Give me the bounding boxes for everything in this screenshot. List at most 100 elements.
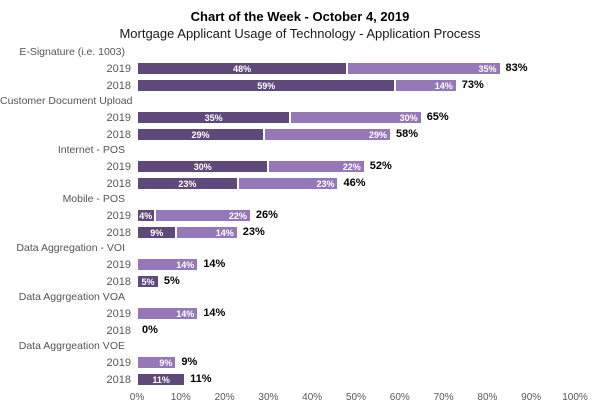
- bar-row: 2019 4% 22% 26%: [0, 207, 600, 224]
- segment-value-label: 35%: [204, 112, 223, 123]
- bar-row: 2019 9% 9%: [0, 354, 600, 371]
- segment-value-label: 14%: [176, 259, 195, 270]
- x-tick-label: 60%: [389, 392, 410, 403]
- segment-value-label: 5%: [141, 276, 155, 287]
- total-label: 65%: [426, 111, 449, 123]
- segment-value-label: 35%: [478, 63, 497, 74]
- year-label: 2019: [106, 160, 131, 173]
- x-tick-label: 0%: [129, 392, 145, 403]
- total-label: 5%: [163, 275, 180, 287]
- category-group: E-Signature (i.e. 1003) 2019 48% 35% 83% 2018…: [0, 45, 600, 94]
- total-label: 14%: [203, 307, 226, 319]
- bar-row: 2018 0%: [0, 322, 600, 339]
- year-label: 2018: [106, 226, 131, 239]
- bar-segment-light: 14%: [176, 226, 238, 239]
- bar-segment-dark: 35%: [137, 111, 291, 124]
- category-label: Mobile - POS: [62, 193, 125, 205]
- bar-segment-light: 35%: [347, 62, 501, 75]
- bar-track: 11% 11%: [137, 373, 575, 386]
- bar-segment-dark: 9%: [137, 226, 177, 239]
- bar-segment-dark: 4%: [137, 209, 155, 222]
- category-group: Data Aggrgeation VOA 2019 14% 14% 2018 0%: [0, 290, 600, 339]
- bar-track: 9% 9%: [137, 356, 575, 369]
- total-label: 0%: [142, 324, 158, 336]
- x-axis: 0% 10% 20% 30% 40% 50% 60% 70% 80% 90% 100%: [130, 392, 588, 408]
- x-tick-label: 10%: [170, 392, 191, 403]
- total-label: 83%: [505, 62, 528, 74]
- segment-value-label: 9%: [159, 357, 173, 368]
- year-label: 2018: [106, 128, 131, 141]
- bar-segment-dark: 48%: [137, 62, 348, 75]
- stacked-bar-chart: E-Signature (i.e. 1003) 2019 48% 35% 83% 2018…: [0, 45, 600, 388]
- total-label: 58%: [396, 128, 419, 140]
- bar-segment-light: 23%: [237, 177, 339, 190]
- bar-row: 2019 35% 30% 65%: [0, 109, 600, 126]
- bar-track: 14% 14%: [137, 258, 575, 271]
- segment-value-label: 22%: [228, 210, 247, 221]
- x-tick-label: 20%: [214, 392, 235, 403]
- bar-segment-dark: 23%: [137, 177, 238, 190]
- category-group: Customer Document Upload 2019 35% 30% 65% 201…: [0, 94, 600, 143]
- bar-row: 2018 11% 11%: [0, 371, 600, 388]
- total-label: 11%: [190, 373, 212, 385]
- chart-title: Chart of the Week - October 4, 2019: [190, 9, 410, 24]
- bar-segment-light: 22%: [154, 209, 251, 222]
- bar-track: 59% 14% 73%: [137, 79, 575, 92]
- segment-value-label: 4%: [139, 210, 153, 221]
- bar-row: 2018 9% 14% 23%: [0, 224, 600, 241]
- bar-segment-dark: 30%: [137, 160, 269, 173]
- bar-segment-light: 14%: [137, 307, 199, 320]
- bar-track: 48% 35% 83%: [137, 62, 575, 75]
- bar-row: 2018 23% 23% 46%: [0, 175, 600, 192]
- x-tick-label: 80%: [477, 392, 498, 403]
- x-tick-label: 100%: [562, 392, 588, 403]
- bar-track: 14% 14%: [137, 307, 575, 320]
- segment-value-label: 9%: [150, 227, 164, 238]
- x-tick-label: 50%: [345, 392, 367, 403]
- category-group: Data Aggregation - VOI 2019 14% 14% 2018 5% 5%: [0, 241, 600, 290]
- category-label: Data Aggregation - VOI: [16, 242, 125, 254]
- year-label: 2018: [106, 79, 131, 92]
- bar-segment-light: 14%: [395, 79, 457, 92]
- segment-value-label: 14%: [176, 308, 195, 319]
- segment-value-label: 30%: [399, 112, 418, 123]
- bar-track: 5% 5%: [137, 275, 575, 288]
- year-label: 2019: [106, 209, 131, 222]
- segment-value-label: 11%: [152, 374, 170, 385]
- year-label: 2018: [106, 324, 131, 337]
- bar-segment-dark: 11%: [137, 373, 186, 386]
- x-tick-label: 30%: [258, 392, 279, 403]
- bar-row: 2018 59% 14% 73%: [0, 77, 600, 94]
- category-label: Customer Document Upload: [0, 95, 133, 107]
- bar-segment-dark: 29%: [137, 128, 265, 141]
- bar-track: 35% 30% 65%: [137, 111, 575, 124]
- bar-row: 2019 14% 14%: [0, 256, 600, 273]
- year-label: 2018: [106, 373, 131, 386]
- segment-value-label: 29%: [191, 129, 210, 140]
- total-label: 73%: [461, 79, 484, 91]
- bar-segment-light: 30%: [290, 111, 422, 124]
- segment-value-label: 23%: [316, 178, 335, 189]
- bar-segment-dark: 59%: [137, 79, 396, 92]
- year-label: 2018: [106, 275, 131, 288]
- chart-subtitle: Mortgage Applicant Usage of Technology -…: [119, 26, 481, 41]
- year-label: 2019: [106, 307, 131, 320]
- bar-segment-dark: 5%: [137, 275, 159, 288]
- category-group: Mobile - POS 2019 4% 22% 26% 2018 9% 14% 23%: [0, 192, 600, 241]
- bar-row: 2019 30% 22% 52%: [0, 158, 600, 175]
- segment-value-label: 30%: [193, 161, 212, 172]
- bar-row: 2019 48% 35% 83%: [0, 60, 600, 77]
- category-label: Data Aggrgeation VOA: [18, 291, 125, 303]
- year-label: 2019: [106, 356, 131, 369]
- year-label: 2018: [106, 177, 131, 190]
- bar-segment-light: 22%: [268, 160, 365, 173]
- total-label: 52%: [369, 160, 392, 172]
- year-label: 2019: [106, 111, 131, 124]
- category-label: E-Signature (i.e. 1003): [19, 46, 125, 58]
- total-label: 14%: [203, 258, 226, 270]
- category-group: Data Aggrgeation VOE 2019 9% 9% 2018 11% 11%: [0, 339, 600, 388]
- segment-value-label: 59%: [257, 80, 276, 91]
- bar-row: 2018 5% 5%: [0, 273, 600, 290]
- total-label: 46%: [343, 177, 366, 189]
- category-label: Internet - POS: [57, 144, 125, 156]
